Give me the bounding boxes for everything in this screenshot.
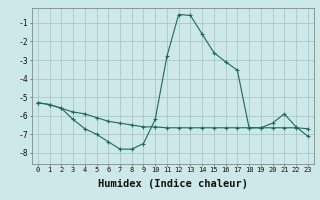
X-axis label: Humidex (Indice chaleur): Humidex (Indice chaleur) xyxy=(98,179,248,189)
